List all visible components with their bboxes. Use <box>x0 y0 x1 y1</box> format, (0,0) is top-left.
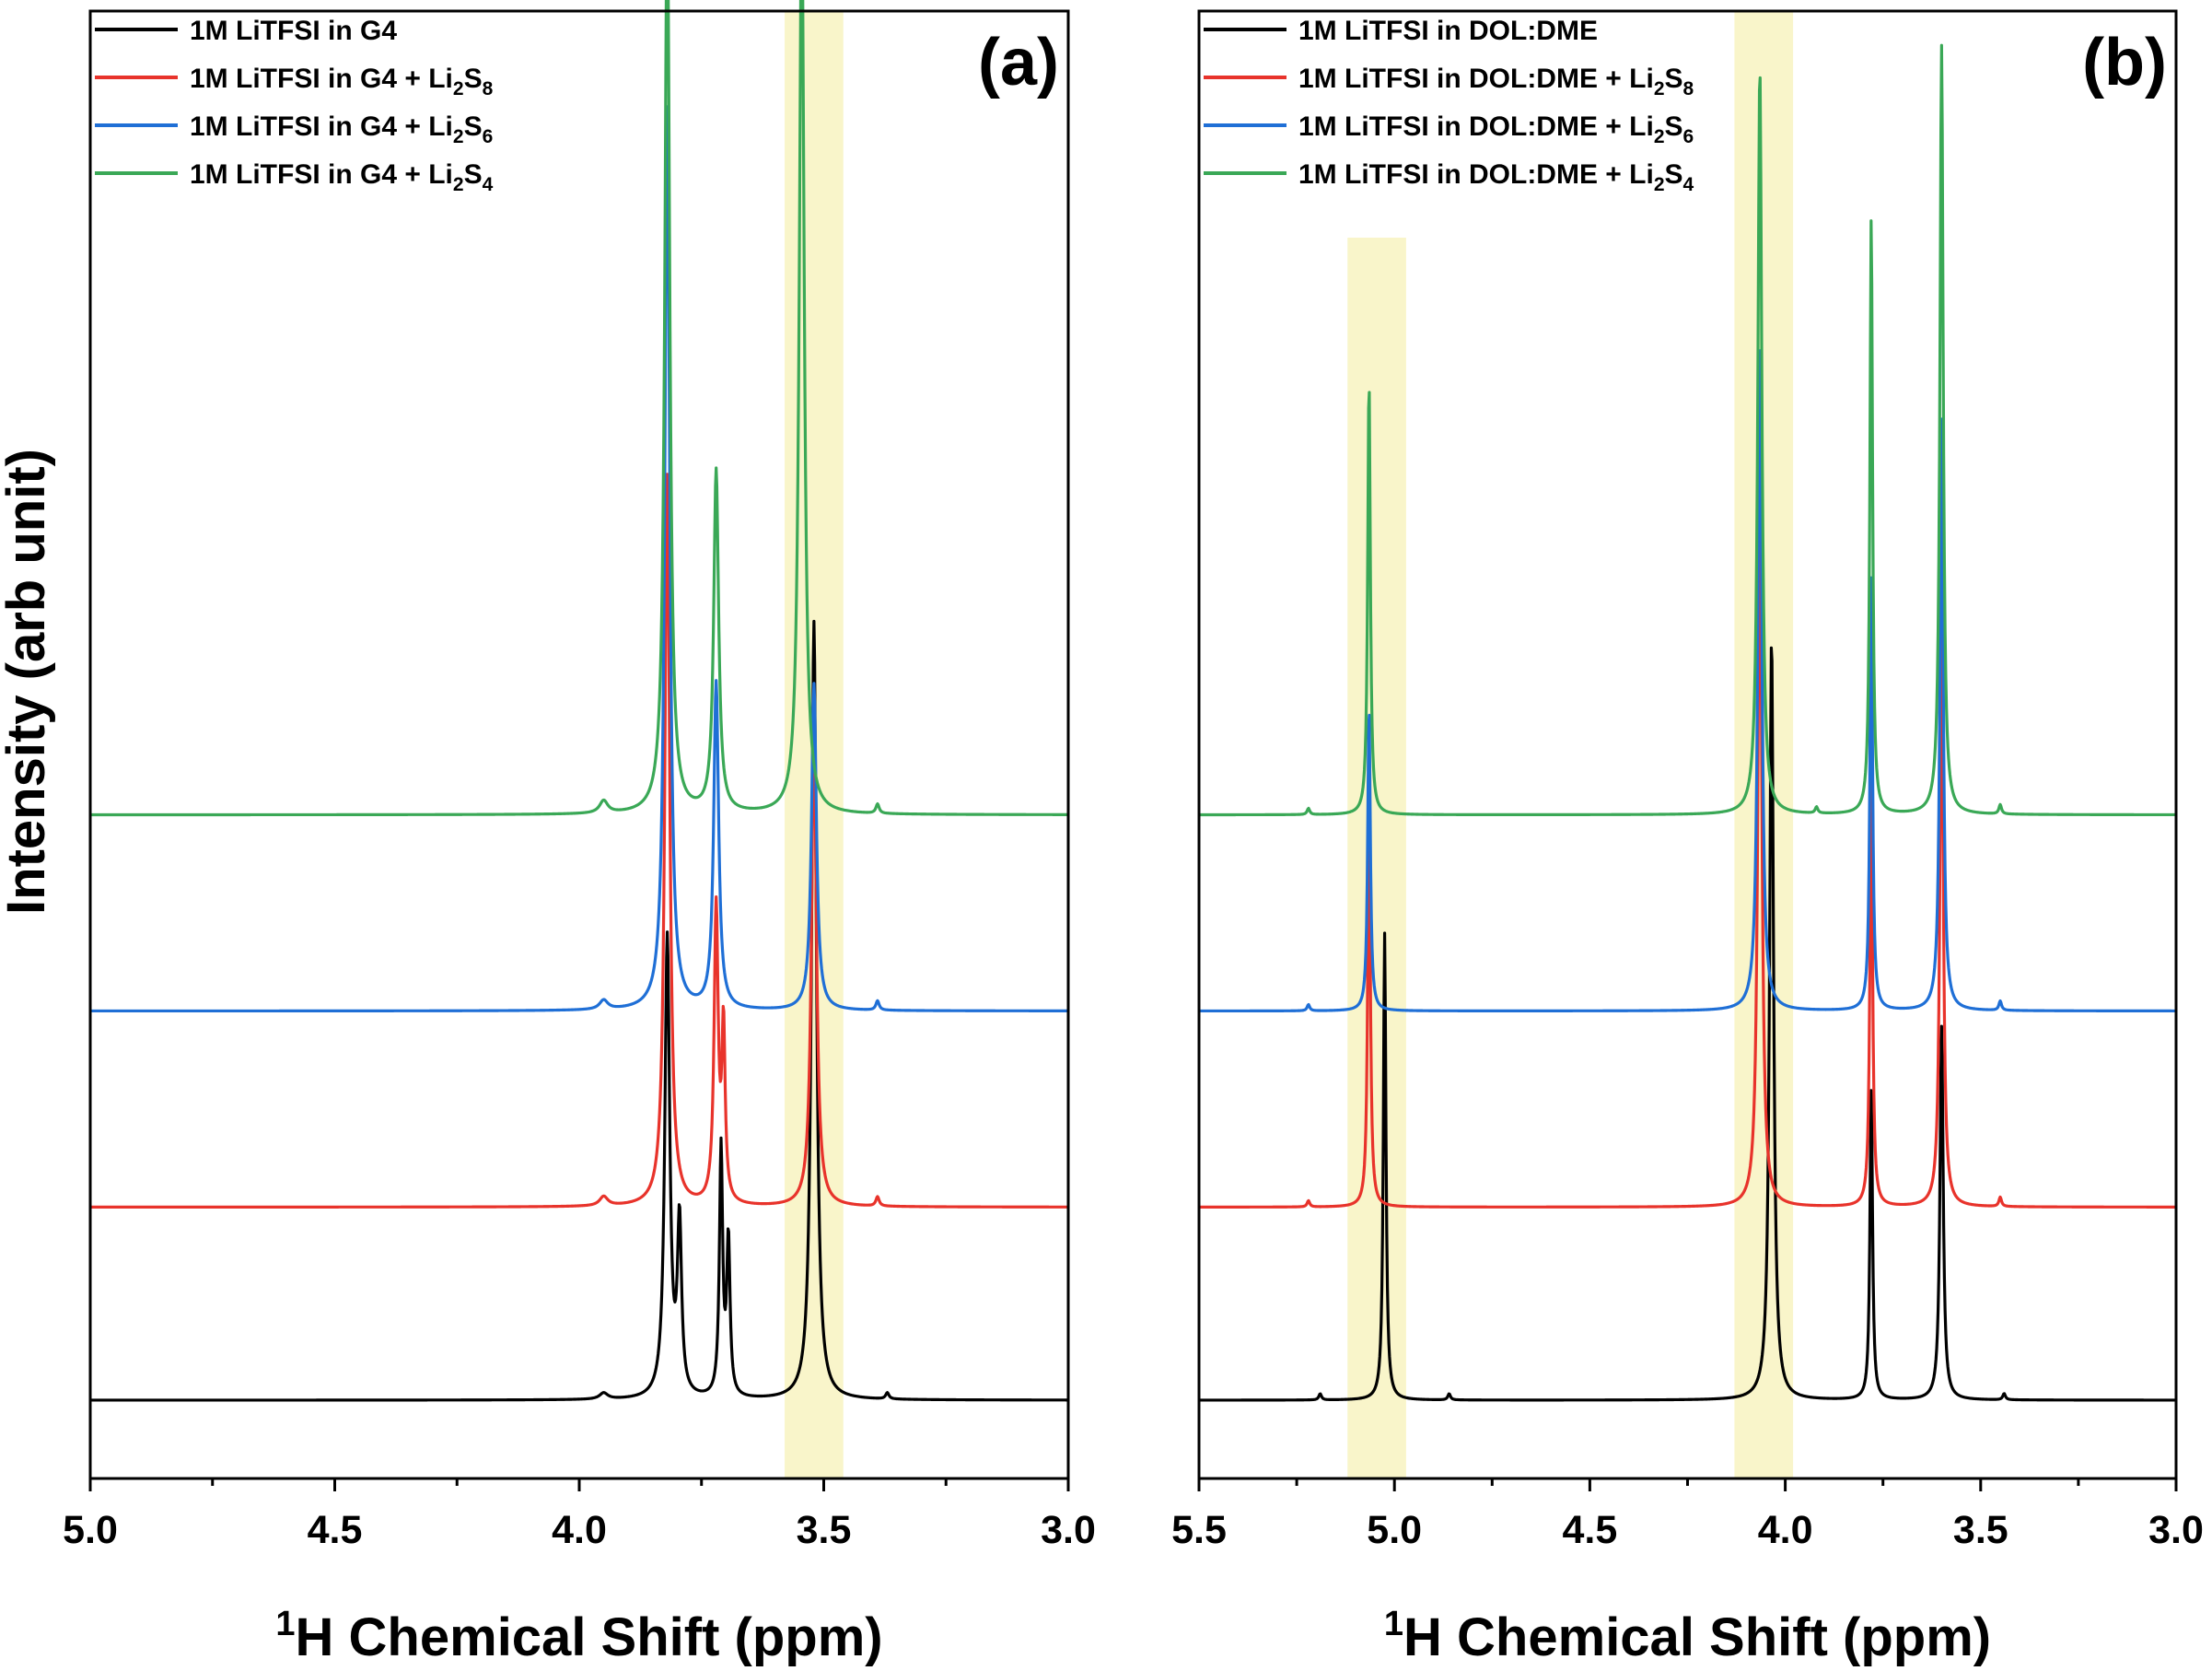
legend-entry: 1M LiTFSI in DOL:DME + Li2S6 <box>1298 111 1694 147</box>
x-tick-label: 3.0 <box>1041 1508 1096 1552</box>
x-axis-label: 1H Chemical Shift (ppm) <box>275 1605 882 1667</box>
highlight-band <box>1347 238 1406 1478</box>
y-axis-label: Intensity (arb unit) <box>0 449 56 915</box>
legend: 1M LiTFSI in G4 1M LiTFSI in G4 + Li2S8 1M… <box>95 16 494 195</box>
x-tick-label: 5.5 <box>1171 1508 1227 1552</box>
panels: 5.0 4.5 4.0 3.5 3.01H Chemical Shift (ppm)(a… <box>63 0 2204 1667</box>
x-tick-label: 3.0 <box>2148 1508 2204 1552</box>
x-axis-label: 1H Chemical Shift (ppm) <box>1384 1605 1991 1667</box>
legend-entry: 1M LiTFSI in G4 <box>190 16 397 46</box>
series-line-1 <box>1198 499 2177 1209</box>
x-tick-label: 4.0 <box>1758 1508 1813 1552</box>
series-line-0 <box>89 619 1069 1402</box>
series-line-3 <box>1198 43 2177 817</box>
legend-entry: 1M LiTFSI in G4 + Li2S4 <box>190 159 494 195</box>
x-tick-label: 4.0 <box>552 1508 607 1552</box>
x-tick-label: 4.5 <box>308 1508 363 1552</box>
x-axis-label-main: H Chemical Shift (ppm) <box>296 1607 883 1667</box>
legend-entry: 1M LiTFSI in G4 + Li2S8 <box>190 64 494 99</box>
legend-entry: 1M LiTFSI in DOL:DME <box>1298 16 1598 46</box>
legend: 1M LiTFSI in DOL:DME 1M LiTFSI in DOL:DME… <box>1204 16 1694 195</box>
x-tick-label: 5.0 <box>63 1508 118 1552</box>
legend-entry: 1M LiTFSI in DOL:DME + Li2S8 <box>1298 64 1694 99</box>
panel-label: (b) <box>2082 26 2167 99</box>
x-axis-label-main: H Chemical Shift (ppm) <box>1403 1607 1991 1667</box>
legend-entry: 1M LiTFSI in G4 + Li2S6 <box>190 111 493 147</box>
x-tick-label: 3.5 <box>797 1508 852 1552</box>
series-line-2 <box>1198 349 2177 1013</box>
legend-entry: 1M LiTFSI in DOL:DME + Li2S4 <box>1298 159 1694 195</box>
plot-frame <box>88 9 1070 1480</box>
x-tick-label: 3.5 <box>1953 1508 2008 1552</box>
plot-frame <box>1197 9 2178 1480</box>
series-line-0 <box>1198 646 2177 1402</box>
series-line-3 <box>89 0 1069 817</box>
x-tick-label: 5.0 <box>1367 1508 1422 1552</box>
series-line-1 <box>89 473 1069 1209</box>
chart-panel-b: 5.5 5.0 4.5 4.0 3.5 3.0 1H Chemical Shift (ppm… <box>1171 9 2204 1667</box>
panel-label: (a) <box>978 26 1059 99</box>
x-axis-label-sup: 1 <box>1384 1605 1403 1643</box>
series-line-2 <box>89 105 1069 1013</box>
x-axis-label-sup: 1 <box>275 1605 295 1643</box>
chart-panel-a: 5.0 4.5 4.0 3.5 3.0 1H Chemical Shift (ppm) (a… <box>63 0 1096 1667</box>
x-tick-label: 4.5 <box>1563 1508 1618 1552</box>
